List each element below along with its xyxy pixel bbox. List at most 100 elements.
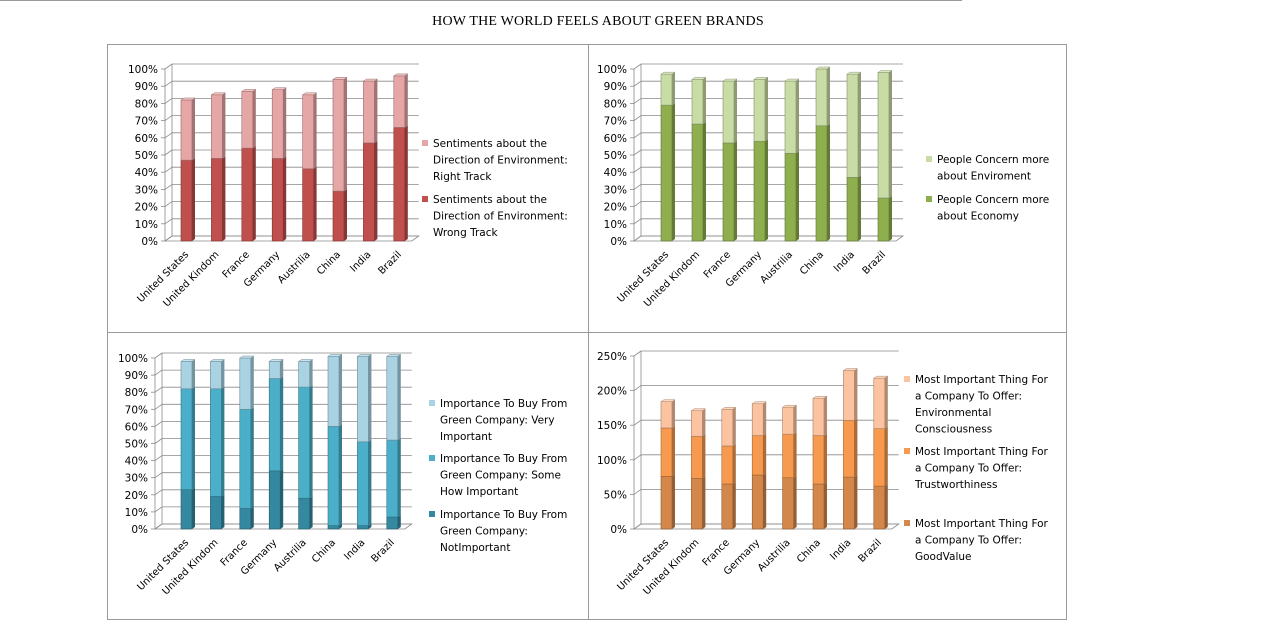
x-tick-label: China xyxy=(795,537,823,565)
legend-text: Important xyxy=(440,431,492,443)
bar-united-kindom-to-offer-trustworthiness xyxy=(691,434,706,479)
x-tick-label: Austrilia xyxy=(756,537,793,574)
bar-united-kindom-een-company-notimportant xyxy=(210,494,225,530)
gridline-diag xyxy=(164,201,173,207)
y-tick-label: 50% xyxy=(604,489,627,501)
bar-france--environment-right-track xyxy=(240,89,257,149)
bar-brazil-mpany-to-offer-goodvalue xyxy=(873,484,888,530)
legend-swatch xyxy=(926,196,932,202)
bar-united-kindom--environment-wrong-track xyxy=(211,156,226,242)
bar-china-rn-more-about-enviroment xyxy=(815,66,831,127)
bar-france-rn-more-about-enviroment xyxy=(722,78,738,144)
chart-0-legend: Sentiments about the Direction of Environ… xyxy=(422,138,568,239)
top-rule xyxy=(0,0,962,1)
x-tick-label: China xyxy=(310,537,338,565)
legend-text: Sentiments about the xyxy=(433,194,547,206)
legend-text: Green Company: xyxy=(440,526,528,538)
gridline-diag xyxy=(633,419,642,426)
bar-austrilia-ncern-more-about-economy xyxy=(784,151,799,242)
bar-india-rn-more-about-enviroment xyxy=(846,71,862,178)
y-tick-label: 60% xyxy=(604,133,627,145)
bar-china-mpany-some-how-important xyxy=(327,424,342,526)
bar-germany-rn-more-about-enviroment xyxy=(753,77,769,142)
x-tick-label: United States xyxy=(615,249,671,305)
bar-brazil--environment-right-track xyxy=(392,73,409,128)
y-tick-label: 70% xyxy=(135,116,158,128)
bar-germany-mpany-to-offer-goodvalue xyxy=(751,473,767,530)
bar-brazil-rn-more-about-enviroment xyxy=(877,70,893,199)
y-tick-label: 30% xyxy=(125,473,148,485)
gridline-diag xyxy=(633,98,642,104)
legend-text: about Economy xyxy=(937,211,1019,223)
legend-text: NotImportant xyxy=(440,542,510,554)
bar-india--environment-right-track xyxy=(362,78,379,144)
chart-3-legend: Most Important Thing For a Company To Off… xyxy=(904,374,1049,563)
y-tick-label: 70% xyxy=(604,116,627,128)
y-tick-label: 40% xyxy=(604,167,627,179)
bar-germany-mpany-some-how-important xyxy=(268,376,284,472)
bar-austrilia-mpany-to-offer-goodvalue xyxy=(782,475,797,530)
bar-united-states-een-company-notimportant xyxy=(180,487,195,530)
bar-united-states-mpany-to-offer-goodvalue xyxy=(660,474,675,530)
bar-france--environment-wrong-track xyxy=(241,146,256,242)
chart-0-plot: 0% 10% 20% 30% 40% 50% 60% 70% 80% 90% 100% United … xyxy=(128,63,421,309)
gridline-diag xyxy=(154,352,163,359)
gridline-diag xyxy=(154,506,163,513)
bar-germany-n-company-very-important xyxy=(268,359,285,379)
x-tick-label: United Kindom xyxy=(641,537,701,597)
bar-brazil-ncern-more-about-economy xyxy=(877,196,892,242)
bar-germany--environment-wrong-track xyxy=(271,156,287,242)
legend-text: Most Important Thing For xyxy=(915,374,1049,386)
chart-importance-green-company: 0% 10% 20% 30% 40% 50% 60% 70% 80% 90% 100% United … xyxy=(118,352,567,597)
bar-brazil-to-offer-trustworthiness xyxy=(873,426,888,487)
chart-direction-of-environment: 0% 10% 20% 30% 40% 50% 60% 70% 80% 90% 100% United … xyxy=(128,63,568,309)
legend-text: Trustworthiness xyxy=(914,479,998,491)
bar-france-mpany-to-offer-goodvalue xyxy=(721,482,736,530)
bar-austrilia-ironmental-consciousness xyxy=(781,404,798,435)
gridline-diag xyxy=(633,350,642,357)
gridline-diag xyxy=(633,80,642,87)
y-tick-label: 0% xyxy=(610,524,627,536)
gridline-diag xyxy=(633,132,642,139)
bar-china--environment-wrong-track xyxy=(332,189,347,242)
bar-india-to-offer-trustworthiness xyxy=(843,418,858,478)
legend-text: GoodValue xyxy=(915,551,971,563)
bar-france-mpany-some-how-important xyxy=(239,407,254,509)
bar-united-states-n-company-very-important xyxy=(180,359,196,390)
y-tick-label: 50% xyxy=(125,439,148,451)
chart-1-plot: 0% 10% 20% 30% 40% 50% 60% 70% 80% 90% 100% United … xyxy=(597,63,905,309)
legend-swatch xyxy=(429,455,435,461)
bar-austrilia--environment-right-track xyxy=(301,92,318,170)
bar-united-states--environment-right-track xyxy=(180,97,196,161)
bar-india-n-company-very-important xyxy=(356,354,373,443)
gridline-diag xyxy=(154,489,163,496)
bar-brazil-mpany-some-how-important xyxy=(386,438,401,518)
x-tick-label: United States xyxy=(615,537,671,593)
legend-text: How Important xyxy=(440,486,518,498)
bar-brazil--environment-wrong-track xyxy=(393,125,408,242)
legend-text: a Company To Offer: xyxy=(915,391,1022,403)
legend-swatch xyxy=(904,376,910,382)
y-tick-label: 30% xyxy=(604,184,627,196)
grid-divider-horizontal xyxy=(108,332,1066,333)
gridline-diag xyxy=(154,438,163,444)
y-tick-label: 0% xyxy=(141,236,158,248)
legend-text: Direction of Environment: xyxy=(433,155,568,167)
bar-united-states--environment-wrong-track xyxy=(180,158,195,242)
gridline-diag xyxy=(154,386,163,393)
gridline-diag xyxy=(633,218,642,225)
bar-united-states-to-offer-trustworthiness xyxy=(660,425,675,477)
y-tick-label: 60% xyxy=(135,133,158,145)
x-tick-label: United States xyxy=(135,249,191,305)
gridline-diag xyxy=(164,80,173,87)
x-tick-label: United Kindom xyxy=(161,249,221,309)
bar-china-to-offer-trustworthiness xyxy=(812,433,827,485)
legend-swatch xyxy=(429,511,435,517)
legend-text: Importance To Buy From xyxy=(440,398,567,410)
gridline-diag xyxy=(633,184,642,190)
y-tick-label: 90% xyxy=(135,81,158,93)
y-tick-label: 20% xyxy=(135,202,158,214)
y-tick-label: 90% xyxy=(125,370,148,382)
bar-united-states-ncern-more-about-economy xyxy=(660,103,675,242)
legend-swatch xyxy=(429,400,435,406)
